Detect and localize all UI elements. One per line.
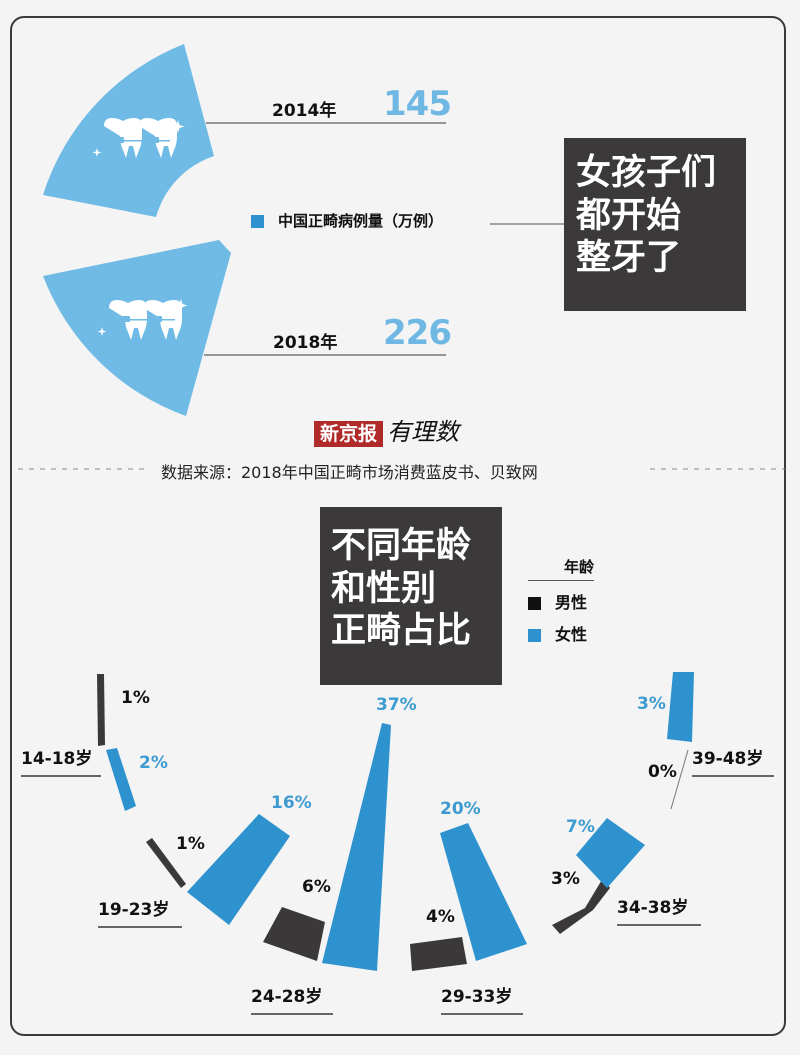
- logo-brand: 新京报: [314, 421, 384, 447]
- legend-item-female: 女性: [528, 621, 594, 645]
- logo: 新京报 有理数: [314, 412, 459, 447]
- headline-line: 女孩子们: [576, 153, 717, 193]
- logo-column: 有理数: [387, 418, 460, 446]
- legend-item-male: 男性: [528, 589, 594, 613]
- radial-bars: [97, 672, 694, 971]
- pct-male-39-48: 0%: [648, 762, 677, 782]
- year-label-2018: 2018年: [273, 333, 338, 353]
- headline-line: 都开始: [576, 195, 682, 236]
- age-label-14-18: 14-18岁: [21, 744, 101, 777]
- legend-label: 女性: [555, 625, 588, 644]
- year-label-2014: 2014年: [272, 101, 337, 121]
- headline-box-top: 女孩子们 都开始 整牙了: [564, 138, 746, 311]
- headline-line: 正畸占比: [331, 611, 472, 652]
- value-2014: 145: [383, 84, 452, 124]
- data-source: 数据来源：2018年中国正畸市场消费蓝皮书、贝致网: [161, 463, 538, 482]
- legend-label: 中国正畸病例量（万例）: [278, 212, 444, 230]
- braces-tooth-icon: [97, 299, 188, 340]
- legend-swatch-black: [528, 597, 541, 610]
- legend-label: 男性: [555, 593, 588, 612]
- headline-line: 整牙了: [576, 238, 682, 279]
- legend-swatch-blue: [251, 215, 264, 228]
- legend-case-volume: 中国正畸病例量（万例）: [251, 210, 443, 231]
- pct-male-34-38: 3%: [551, 869, 580, 889]
- pct-female-14-18: 2%: [139, 753, 168, 773]
- age-label-29-33: 29-33岁: [441, 982, 523, 1015]
- pct-female-34-38: 7%: [566, 817, 595, 837]
- age-label-34-38: 34-38岁: [617, 893, 701, 926]
- age-label-39-48: 39-48岁: [692, 744, 774, 777]
- headline-line: 和性别: [331, 568, 437, 609]
- pct-male-19-23: 1%: [176, 834, 205, 854]
- age-label-19-23: 19-23岁: [98, 895, 182, 928]
- value-2018: 226: [383, 313, 452, 353]
- pct-female-39-48: 3%: [637, 694, 666, 714]
- pct-female-29-33: 20%: [440, 799, 481, 819]
- infographic-frame: [10, 16, 786, 1036]
- legend-swatch-blue: [528, 629, 541, 642]
- pct-male-29-33: 4%: [426, 907, 455, 927]
- legend-title: 年龄: [528, 556, 594, 581]
- age-label-24-28: 24-28岁: [251, 982, 333, 1015]
- pct-male-24-28: 6%: [302, 877, 331, 897]
- braces-tooth-icon: [92, 118, 185, 158]
- headline-line: 不同年龄: [331, 526, 472, 566]
- headline-box-bottom: 不同年龄 和性别 正畸占比: [320, 507, 502, 685]
- pct-female-19-23: 16%: [271, 793, 312, 813]
- legend-gender: 年龄 男性 女性: [528, 556, 594, 653]
- pct-female-24-28: 37%: [376, 695, 417, 715]
- pct-male-14-18: 1%: [121, 688, 150, 708]
